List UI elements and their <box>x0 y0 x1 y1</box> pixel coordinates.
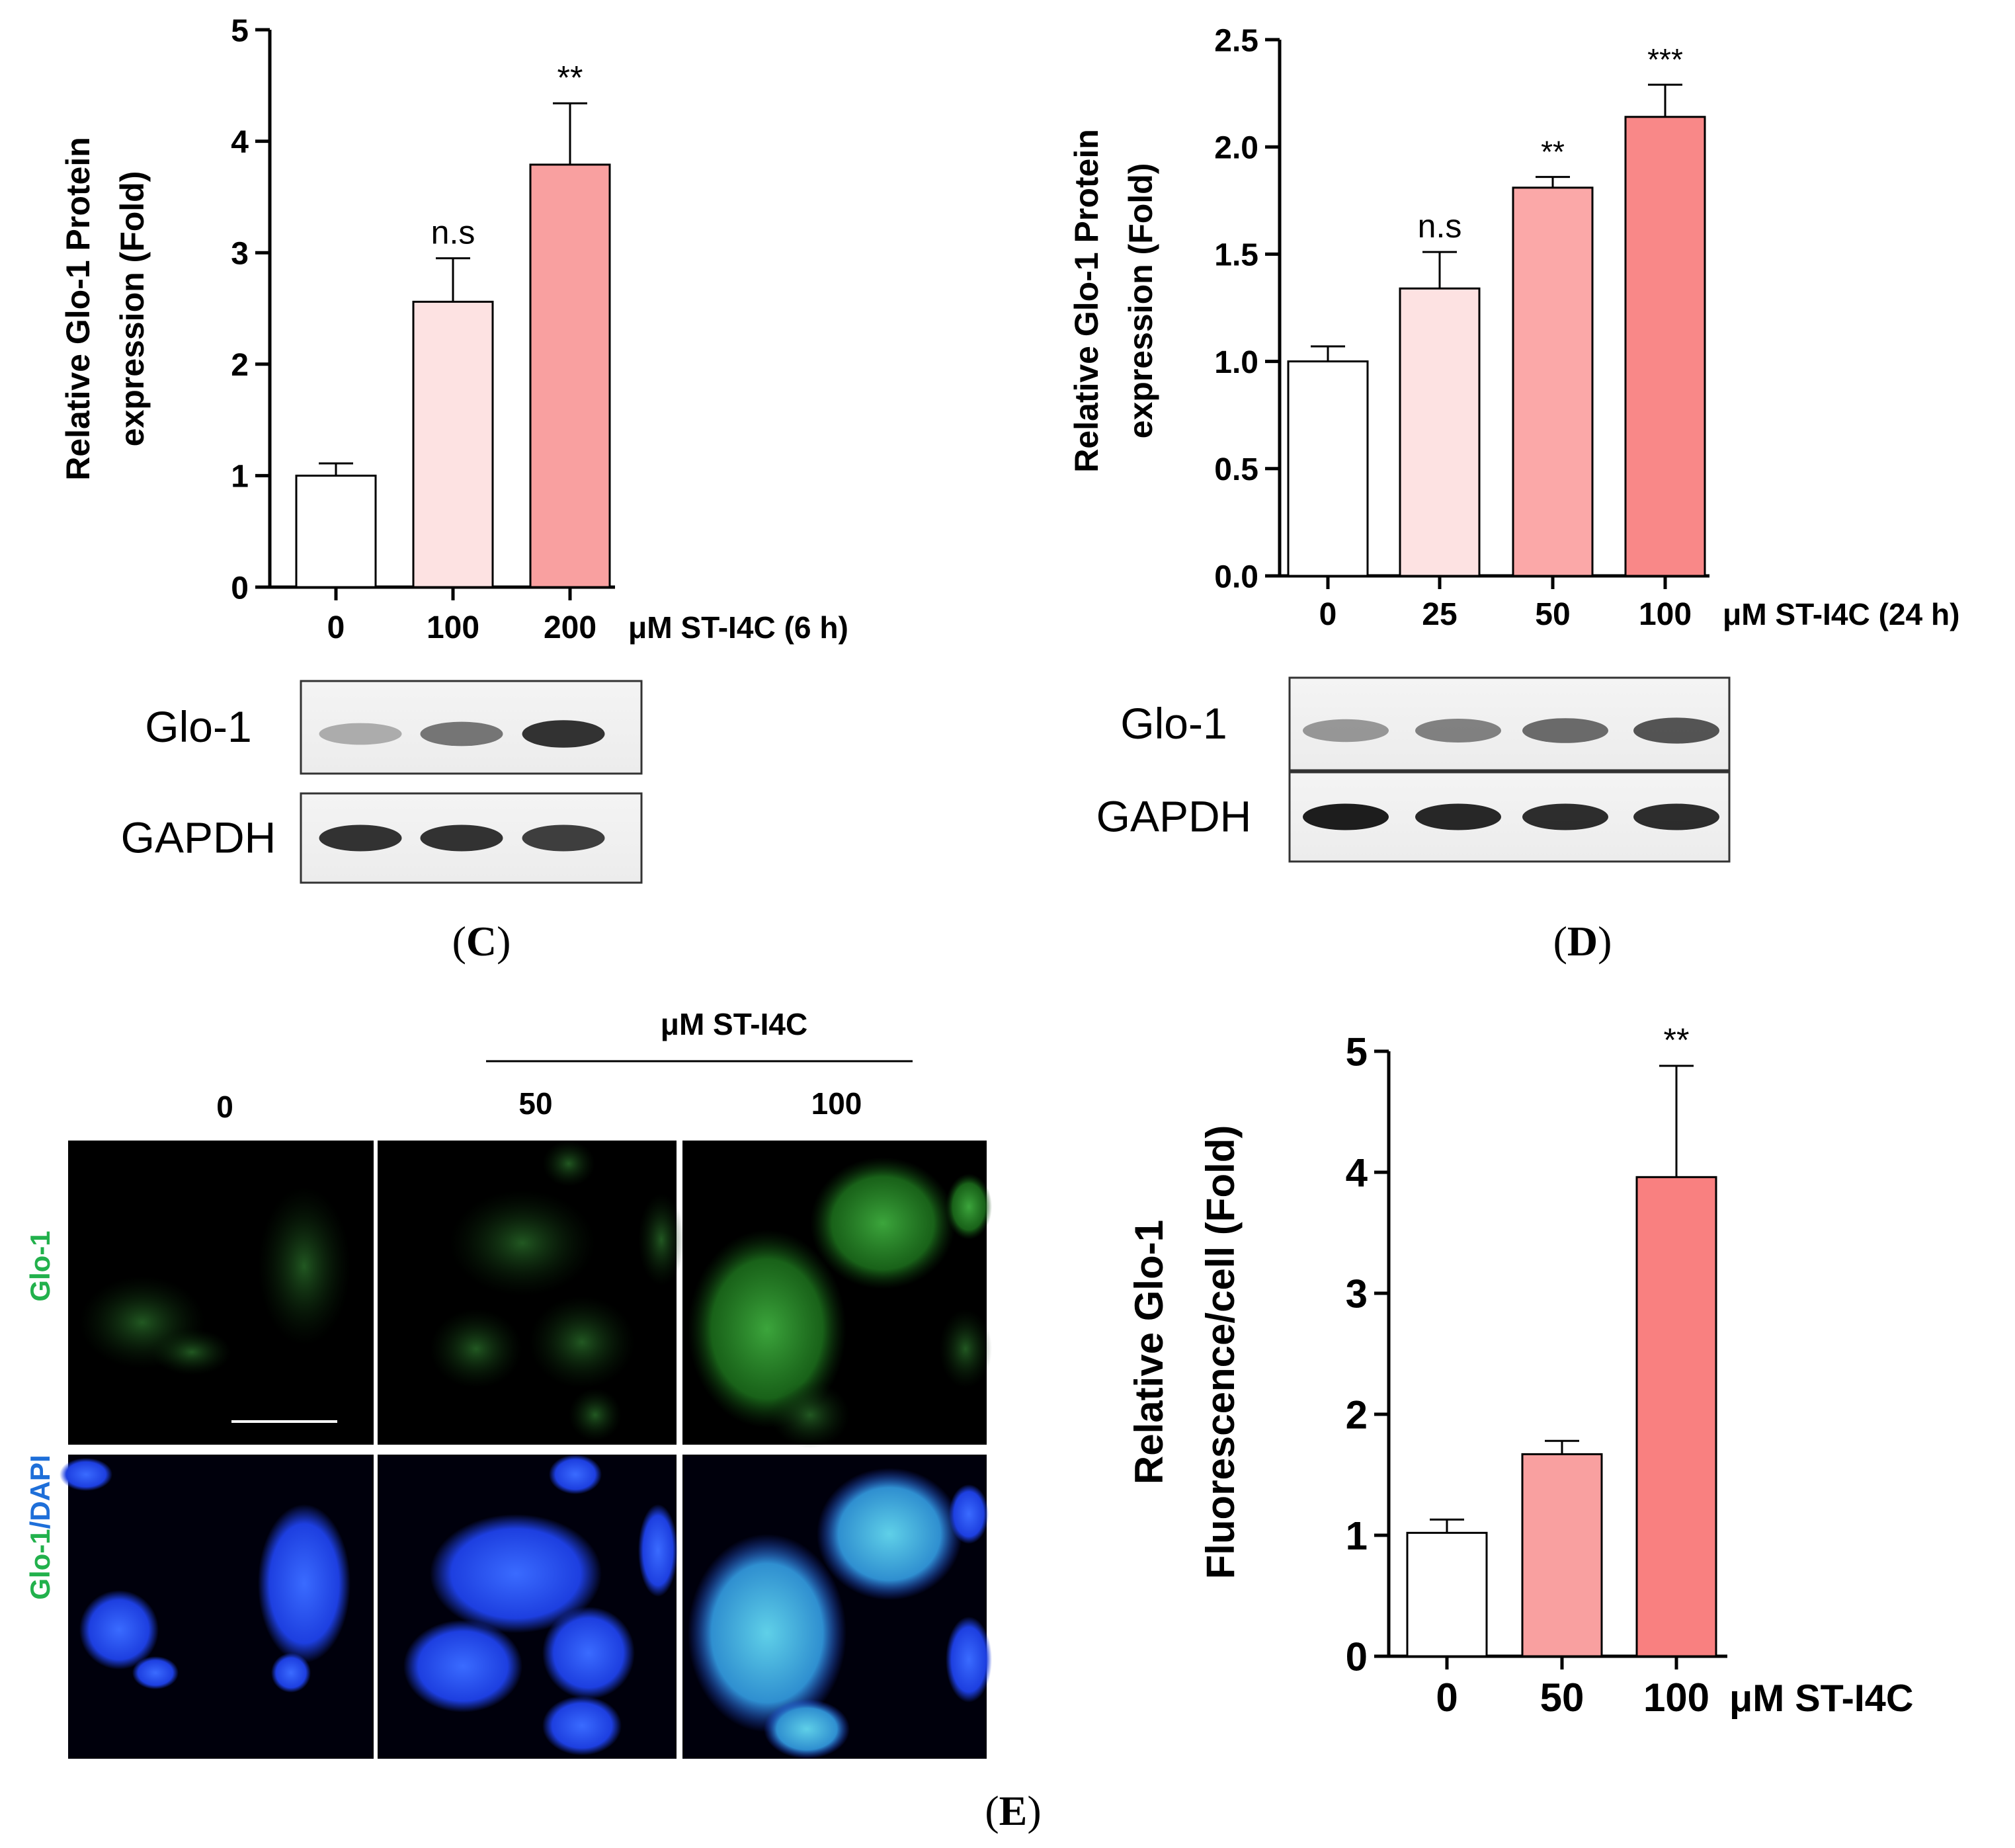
blot-band <box>1633 717 1719 744</box>
y-axis-label-line: Relative Glo-1 Protein <box>60 137 97 481</box>
y-tick-label: 2.0 <box>1214 130 1258 165</box>
column-label-0: 0 <box>216 1090 233 1124</box>
y-axis-label-line: Relative Glo-1 <box>1127 1220 1171 1484</box>
blot-band <box>319 723 402 745</box>
y-tick-label: 2.5 <box>1214 23 1258 58</box>
bar <box>1406 1531 1488 1658</box>
y-axis-label-line: expression (Fold) <box>1122 163 1159 439</box>
panel-label-d: (D) <box>1553 918 1612 965</box>
y-tick-label: 3 <box>231 236 249 271</box>
column-label-100: 100 <box>811 1086 862 1121</box>
blot-band <box>1415 719 1501 743</box>
y-tick-label: 0 <box>231 571 249 606</box>
y-tick-label: 5 <box>231 13 249 48</box>
y-tick-label: 4 <box>1346 1151 1368 1195</box>
x-tick-label: 50 <box>1535 597 1570 632</box>
x-axis-label: μM ST-I4C (6 h) <box>628 610 848 645</box>
y-tick-label: 4 <box>231 125 249 160</box>
significance-label: ** <box>557 59 583 96</box>
significance-label: n.s <box>431 214 475 251</box>
y-tick-label: 0.5 <box>1214 452 1258 487</box>
blot-label: Glo-1 <box>145 702 251 751</box>
x-tick-label: 0 <box>327 610 345 645</box>
image-glo1-50 <box>378 1141 684 1445</box>
x-tick-label: 50 <box>1540 1675 1584 1720</box>
y-tick-label: 1.5 <box>1214 238 1258 273</box>
blot-band <box>1415 803 1501 830</box>
panel-label-c: (C) <box>452 918 511 965</box>
y-tick-label: 0 <box>1346 1635 1368 1679</box>
y-axis-label: Relative Glo-1 Protein expression (Fold) <box>1068 129 1159 473</box>
y-tick-label: 2 <box>231 348 249 383</box>
column-label-50: 50 <box>518 1086 552 1121</box>
y-tick-label: 2 <box>1346 1393 1368 1437</box>
y-tick-label: 0.0 <box>1214 559 1258 594</box>
blot-label: GAPDH <box>121 813 276 862</box>
y-axis-label: Relative Glo-1 Fluorescence/cell (Fold) <box>1127 1125 1243 1580</box>
blot-band <box>1303 719 1389 743</box>
blot-band <box>1303 803 1389 830</box>
x-tick-label: 0 <box>1319 597 1337 632</box>
x-tick-label: 0 <box>1436 1675 1458 1720</box>
blot-label: Glo-1 <box>1120 699 1227 748</box>
y-tick-label: 1.0 <box>1214 345 1258 380</box>
bar <box>1635 1176 1717 1658</box>
blot-band <box>1522 803 1608 830</box>
x-tick-label: 25 <box>1422 597 1457 632</box>
x-tick-label: 100 <box>1643 1675 1709 1720</box>
blot-band <box>1522 718 1608 743</box>
bar <box>1399 287 1481 577</box>
x-tick-label: 100 <box>1639 597 1692 632</box>
bar <box>1624 116 1706 577</box>
bar <box>1287 360 1369 577</box>
blot-band <box>1633 803 1719 830</box>
western-blot-d: Glo-1 GAPDH <box>1096 676 1731 863</box>
microscopy-header: μM ST-I4C <box>661 1007 807 1041</box>
significance-label: n.s <box>1418 208 1462 245</box>
y-tick-label: 1 <box>1346 1514 1368 1558</box>
blot-band <box>420 721 503 746</box>
blot-band <box>420 824 503 852</box>
blot-band <box>319 824 402 852</box>
x-tick-label: 100 <box>427 610 479 645</box>
significance-label: ** <box>1664 1022 1690 1059</box>
y-tick-label: 5 <box>1346 1030 1368 1074</box>
x-axis-label: μM ST-I4C (24 h) <box>1723 597 1959 631</box>
bar <box>1521 1453 1603 1658</box>
image-merge-0 <box>60 1455 374 1759</box>
significance-label: *** <box>1647 42 1683 77</box>
chart-panel-d: 0.0 0.5 1.0 1.5 2.0 2.5 0 25 n.s 50 ** 100 *** μM ST-… <box>1068 23 1959 632</box>
panel-label-e: (E) <box>985 1787 1041 1834</box>
y-tick-label: 1 <box>231 460 249 495</box>
x-tick-label: 200 <box>544 610 596 645</box>
y-axis-label-line: Relative Glo-1 Protein <box>1068 129 1105 473</box>
western-blot-c: Glo-1 GAPDH <box>121 680 643 884</box>
blot-band <box>522 824 605 852</box>
blot-label: GAPDH <box>1096 792 1252 841</box>
significance-label: ** <box>1541 135 1565 169</box>
image-merge-50 <box>378 1455 678 1759</box>
y-axis-label: Relative Glo-1 Protein expression (Fold) <box>60 137 151 481</box>
blot-band <box>522 720 605 748</box>
y-axis-label-line: expression (Fold) <box>114 171 151 447</box>
bar <box>412 300 494 588</box>
image-glo1-100 <box>682 1141 992 1448</box>
bar <box>529 163 611 588</box>
y-axis-label-line: Fluorescence/cell (Fold) <box>1198 1125 1243 1580</box>
bar <box>1512 186 1594 577</box>
x-axis-label: μM ST-I4C <box>1729 1677 1913 1720</box>
bar <box>295 474 377 588</box>
microscopy-panel-e: μM ST-I4C 0 50 100 Glo-1 Glo-1/DAPI <box>24 1007 992 1759</box>
row-label-glo1: Glo-1 <box>24 1230 56 1301</box>
row-label-merge: Glo-1/DAPI <box>24 1455 56 1599</box>
y-tick-label: 3 <box>1346 1272 1368 1316</box>
image-merge-100 <box>682 1455 992 1759</box>
image-glo1-0 <box>68 1141 374 1445</box>
chart-panel-c: 0 1 2 3 4 5 0 100 n.s 200 ** μM ST-I4C (6 h) Relativ… <box>60 13 848 645</box>
